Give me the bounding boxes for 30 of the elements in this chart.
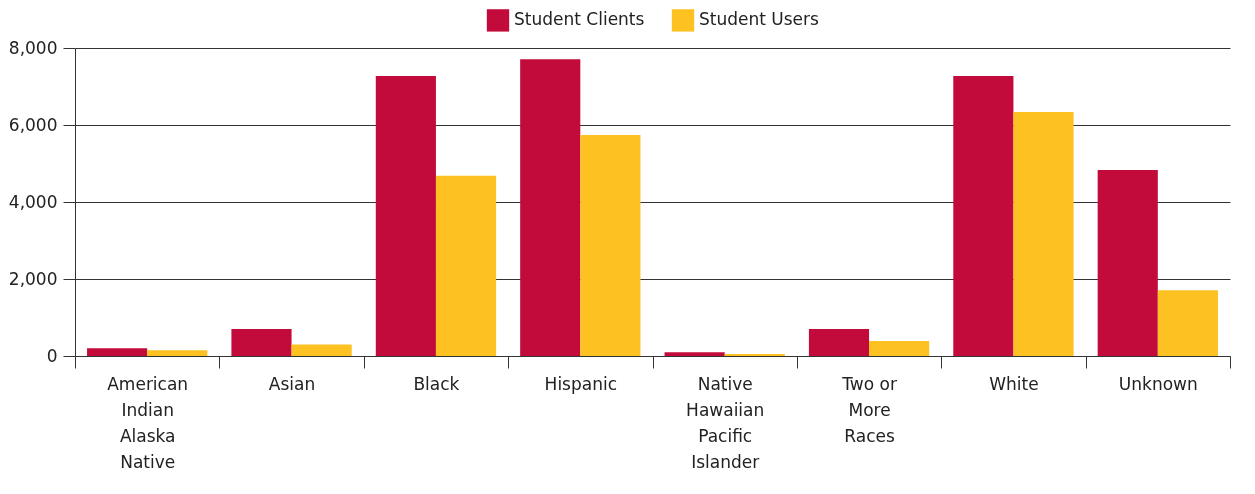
bar xyxy=(580,135,641,356)
y-tick-label: 8,000 xyxy=(8,37,58,58)
x-tick-label: Two or More Races xyxy=(841,373,897,446)
x-tick-label: Asian xyxy=(268,373,316,394)
bar xyxy=(953,76,1014,356)
legend-label: Student Clients xyxy=(514,9,645,30)
y-tick-label: 6,000 xyxy=(8,114,58,135)
x-tick-label: White xyxy=(989,373,1039,394)
legend-label: Student Users xyxy=(699,9,820,30)
y-tick-label: 4,000 xyxy=(8,191,58,212)
bar xyxy=(231,329,292,356)
bar xyxy=(520,59,581,356)
x-tick-label: Black xyxy=(413,373,460,394)
bar xyxy=(808,329,870,356)
x-tick-label: Hispanic xyxy=(544,373,618,394)
bar xyxy=(664,352,725,356)
x-tick-label: American Indian Alaska Native xyxy=(107,373,189,472)
y-tick-label: 0 xyxy=(46,345,58,366)
bar xyxy=(435,175,497,356)
bar xyxy=(1013,111,1074,356)
y-tick-label: 2,000 xyxy=(8,268,58,289)
bar xyxy=(87,348,148,356)
x-tick-label: Unknown xyxy=(1118,373,1198,394)
bar xyxy=(147,350,208,356)
bar xyxy=(291,344,352,356)
x-tick-label: Native Hawaiian Pacific Islander xyxy=(686,373,765,472)
bar xyxy=(869,340,930,356)
bar xyxy=(1097,170,1158,356)
bar xyxy=(1157,290,1218,356)
bar xyxy=(375,76,436,356)
